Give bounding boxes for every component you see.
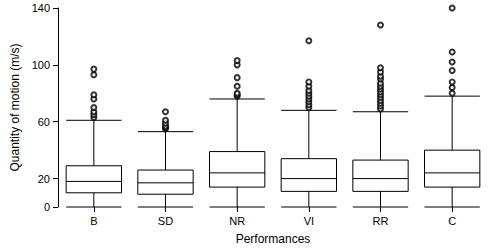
svg-text:NR: NR bbox=[229, 215, 245, 227]
svg-text:Performances: Performances bbox=[236, 232, 311, 246]
svg-text:SD: SD bbox=[158, 215, 173, 227]
svg-text:0: 0 bbox=[44, 201, 50, 213]
svg-text:B: B bbox=[90, 215, 97, 227]
svg-text:VI: VI bbox=[304, 215, 314, 227]
svg-text:140: 140 bbox=[32, 2, 50, 14]
svg-text:Quantity of motion (m/s): Quantity of motion (m/s) bbox=[8, 43, 22, 171]
svg-text:100: 100 bbox=[32, 59, 50, 71]
svg-text:C: C bbox=[448, 215, 456, 227]
svg-text:20: 20 bbox=[38, 173, 50, 185]
svg-text:60: 60 bbox=[38, 116, 50, 128]
svg-text:RR: RR bbox=[373, 215, 389, 227]
